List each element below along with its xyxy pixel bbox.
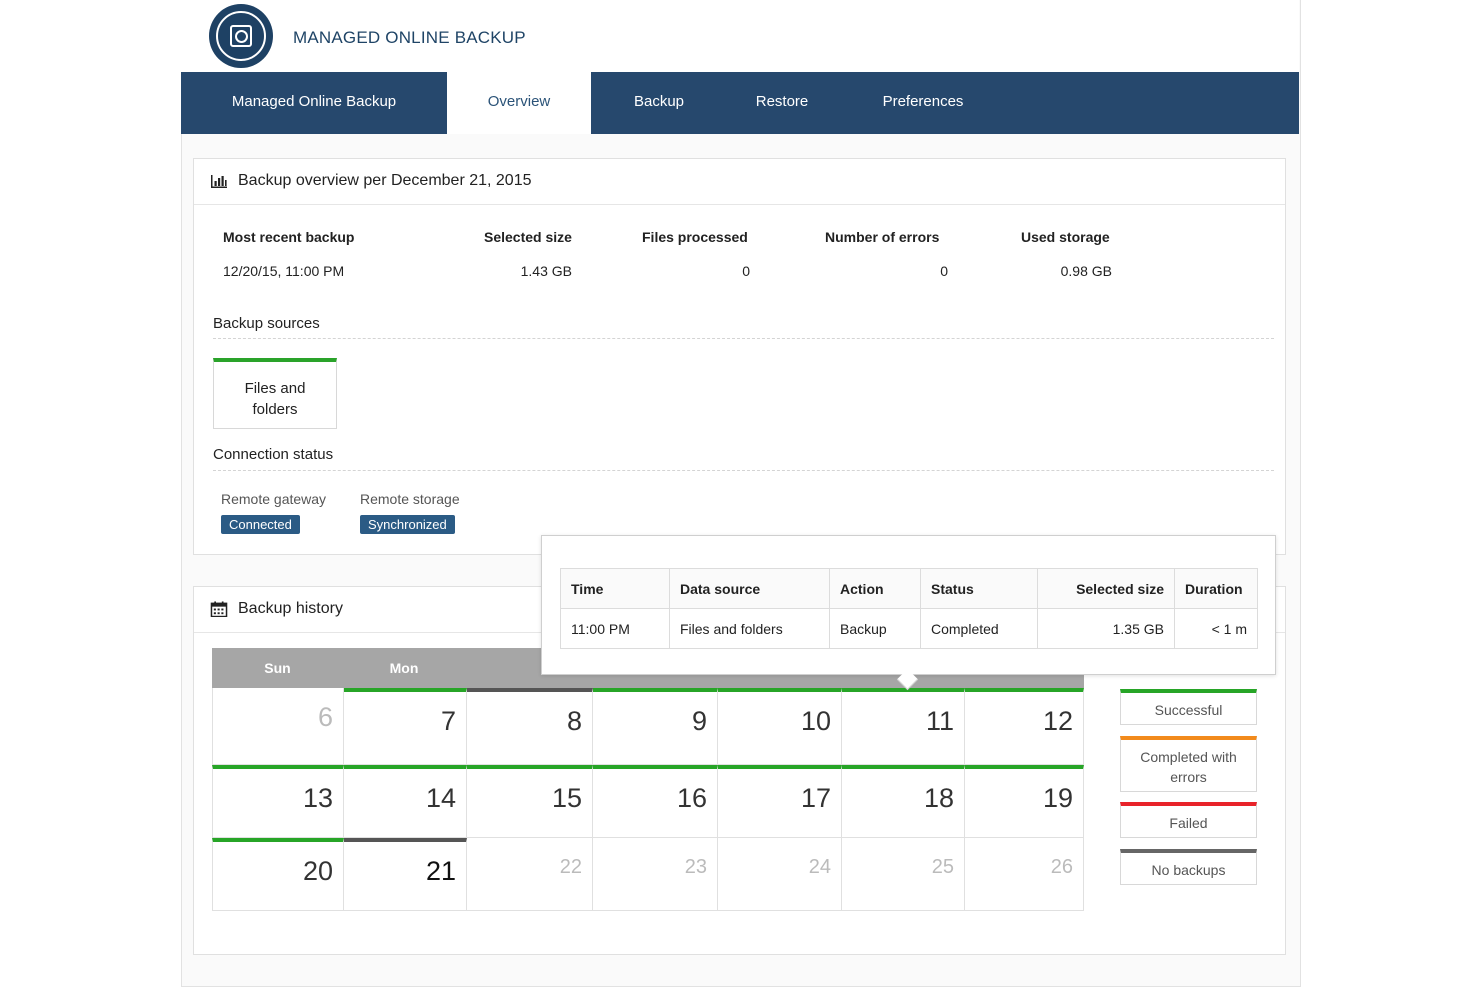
col-duration: Duration [1174,568,1258,609]
overview-panel: Backup overview per December 21, 2015 Mo… [193,158,1286,555]
cell-duration: < 1 m [1174,608,1258,649]
history-title: Backup history [238,600,343,617]
calendar-day: 24 [718,838,842,911]
overview-header: Backup overview per December 21, 2015 [194,159,1285,205]
calendar-day: 22 [467,838,593,911]
stat-header-storage: Used storage [1021,229,1110,245]
tab-managed-online-backup[interactable]: Managed Online Backup [231,93,397,110]
app-header: MANAGED ONLINE BACKUP [181,0,1299,72]
calendar-day[interactable]: 12 [965,688,1084,765]
calendar-day[interactable]: 10 [718,688,842,765]
table-row[interactable]: 11:00 PM Files and folders Backup Comple… [560,608,1258,649]
calendar-day-today[interactable]: 21 [344,838,467,911]
tab-overview[interactable]: Overview [447,72,591,134]
calendar-day[interactable]: 14 [344,765,467,838]
legend-successful: Successful [1120,689,1257,725]
tab-preferences[interactable]: Preferences [882,93,964,110]
stat-size-value: 1.43 GB [520,263,572,279]
status-badge-synchronized: Synchronized [360,515,455,534]
source-card-files[interactable]: Files and folders [213,358,337,429]
stat-header-size: Selected size [484,229,572,245]
calendar-day[interactable]: 16 [593,765,718,838]
legend-completed-with-errors: Completed with errors [1120,736,1257,792]
calendar-day[interactable]: 18 [842,765,965,838]
calendar-day[interactable]: 17 [718,765,842,838]
calendar-icon [210,601,228,617]
stat-recent-value: 12/20/15, 11:00 PM [223,263,345,279]
calendar-day[interactable]: 20 [212,838,344,911]
legend-no-backups: No backups [1120,849,1257,885]
backup-shield-logo [209,4,273,68]
col-action: Action [829,568,921,609]
app-title: MANAGED ONLINE BACKUP [293,28,526,47]
divider [213,470,1274,471]
day-mon: Mon [389,660,419,676]
divider [213,338,1274,339]
legend-failed: Failed [1120,802,1257,838]
table-header-row: Time Data source Action Status Selected … [560,568,1258,609]
stat-storage-value: 0.98 GB [1060,263,1112,279]
calendar-day[interactable]: 11 [842,688,965,765]
backup-detail-table: Time Data source Action Status Selected … [560,568,1258,649]
stat-files-value: 0 [742,263,750,279]
col-status: Status [920,568,1038,609]
calendar-day: 25 [842,838,965,911]
connection-status-label: Connection status [213,446,334,463]
calendar-day[interactable]: 7 [344,688,467,765]
stat-header-errors: Number of errors [825,229,940,245]
status-badge-connected: Connected [221,515,300,534]
bar-chart-icon [211,175,227,188]
calendar-day[interactable]: 9 [593,688,718,765]
cell-action: Backup [829,608,921,649]
cell-data-source: Files and folders [669,608,830,649]
main-nav: Managed Online Backup Overview Backup Re… [181,72,1299,134]
cell-time: 11:00 PM [560,608,670,649]
stat-header-files: Files processed [642,229,748,245]
stat-header-recent: Most recent backup [223,229,355,245]
tab-restore[interactable]: Restore [755,93,809,110]
calendar-day[interactable]: 15 [467,765,593,838]
backup-calendar: Sun Mon 6 7 8 9 10 11 12 13 14 15 16 17 … [212,648,1084,911]
cell-selected-size: 1.35 GB [1037,608,1175,649]
col-data-source: Data source [669,568,830,609]
remote-gateway-label: Remote gateway [221,491,327,507]
day-sun: Sun [264,660,291,676]
backup-sources-label: Backup sources [213,315,320,332]
calendar-day: 23 [593,838,718,911]
col-selected-size: Selected size [1037,568,1175,609]
stat-errors-value: 0 [940,263,948,279]
cell-status: Completed [920,608,1038,649]
calendar-day: 26 [965,838,1084,911]
col-time: Time [560,568,670,609]
calendar-day[interactable]: 13 [212,765,344,838]
backup-detail-popup: Time Data source Action Status Selected … [541,535,1276,691]
calendar-day[interactable]: 8 [467,688,593,765]
calendar-day[interactable]: 19 [965,765,1084,838]
tab-backup[interactable]: Backup [633,93,685,110]
remote-storage-label: Remote storage [360,491,460,507]
overview-title: Backup overview per December 21, 2015 [238,172,532,189]
calendar-day[interactable]: 6 [212,688,344,765]
